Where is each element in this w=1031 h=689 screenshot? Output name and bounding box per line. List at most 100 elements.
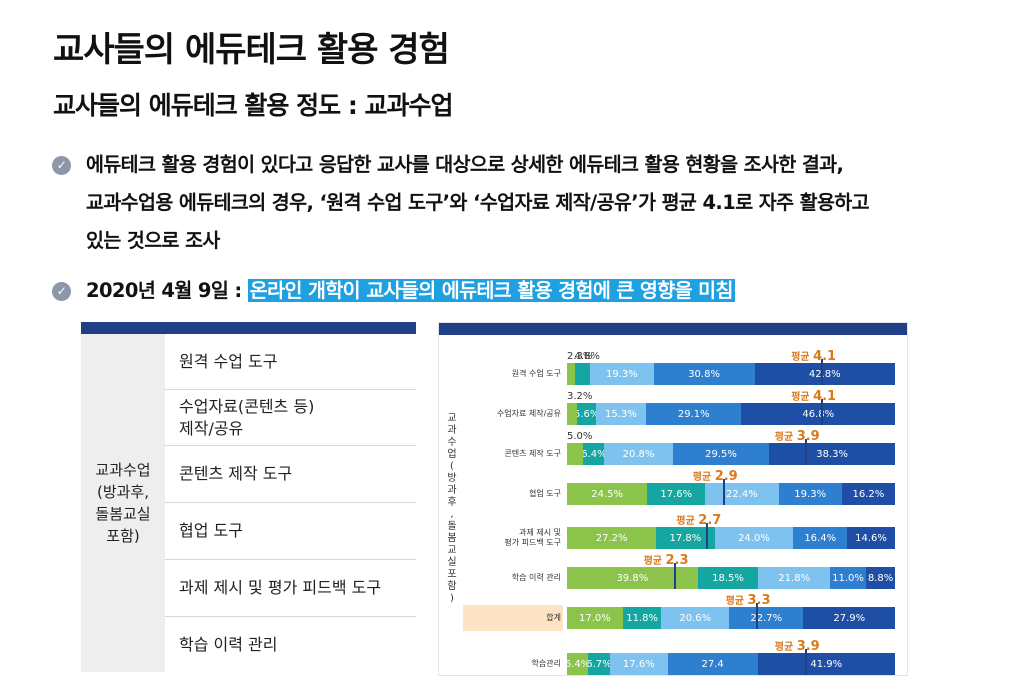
bar-segment: 27.2% [567, 527, 657, 549]
category-line: (방과후, [96, 483, 149, 501]
average-label: 평균 3.9 [774, 639, 820, 654]
side-label-char: 봄 [447, 533, 457, 544]
average-marker [755, 603, 758, 629]
stacked-bar: 17.0% 11.8% 20.6% 22.7% 27.9% [567, 607, 895, 629]
bullet-summary: ✓ 에듀테크 활용 경험이 있다고 응답한 교사를 대상으로 상세한 에듀테크 … [52, 146, 870, 260]
segment-label-outside: 2.3% [567, 351, 593, 362]
category-line: 돌봄교실 [95, 505, 151, 523]
edtech-category-table: 교과수업 (방과후, 돌봄교실 포함) 원격 수업 도구 수업자료(콘텐츠 등)… [81, 322, 416, 672]
bar-segment: 14.6% [847, 527, 895, 549]
bullet-line: 에듀테크 활용 경험이 있다고 응답한 교사를 대상으로 상세한 에듀테크 활용… [86, 153, 844, 176]
bar-segment [574, 363, 591, 385]
stacked-bar: 24.5% 17.6% 22.4% 19.3% 16.2% [567, 483, 895, 505]
check-circle-icon: ✓ [52, 156, 71, 175]
row-label: 원격 수업 도구 [179, 351, 278, 371]
date-prefix: 2020년 4월 9일 : [86, 279, 248, 302]
bar-segment [567, 443, 584, 465]
bar-segment [567, 403, 578, 425]
average-label: 평균 2.7 [676, 513, 722, 528]
bar-segment: 19.3% [590, 363, 654, 385]
bar-segment: 24.5% [567, 483, 648, 505]
bar-segment: 24.0% [714, 527, 794, 549]
side-label-char: 업 [447, 449, 457, 460]
row-label: 협업 도구 [179, 521, 243, 540]
bar-segment: 11.8% [622, 607, 662, 629]
stacked-bar: 19.3% 30.8% 42.8% [567, 363, 895, 385]
category-line: 포함) [106, 527, 140, 545]
chart-side-label: 교 과 수 업(방 과 후, 돌 봄 교 실 포 함) [445, 413, 459, 605]
bar-segment: 17.0% [567, 607, 623, 629]
side-label-char: 교 [447, 413, 457, 424]
average-marker [722, 479, 725, 505]
row-label: 학습 이력 관리 [179, 634, 278, 654]
bar-segment: 15.3% [595, 403, 647, 425]
average-marker [804, 439, 807, 465]
average-marker [804, 649, 807, 675]
bar-segment: 18.5% [697, 567, 759, 589]
category-label: 협업 도구 [529, 489, 561, 498]
side-label-char: , [450, 509, 454, 520]
side-label-char: 실 [447, 557, 457, 568]
page-title: 교사들의 에듀테크 활용 경험 [53, 30, 450, 70]
bar-segment: 42.8% [754, 363, 895, 385]
row-label: 콘텐츠 제작 도구 [179, 464, 293, 483]
bar-segment: 29.5% [672, 443, 770, 465]
category-label: 과제 제시 및 평가 피드백 도구 [504, 528, 561, 547]
bar-segment: 16.2% [841, 483, 895, 505]
segment-label-outside: 3.2% [567, 391, 593, 402]
bar-segment: 8.8% [866, 567, 895, 589]
row-label: 제작/공유 [179, 418, 244, 438]
category-label: 학습 이력 관리 [511, 573, 561, 582]
bar-segment: 17.8% [656, 527, 715, 549]
table-row: 콘텐츠 제작 도구 [165, 446, 416, 503]
average-label: 평균 4.1 [791, 349, 837, 364]
side-label-char: 교 [447, 545, 457, 556]
average-marker [821, 359, 824, 385]
side-label-char: 수 [447, 437, 457, 448]
row-label: 수업자료(콘텐츠 등) [179, 396, 315, 416]
bar-segment: 6.4% [583, 443, 605, 465]
bar-segment: 22.4% [705, 483, 779, 505]
bar-segment: 27.9% [803, 607, 895, 629]
stacked-bar: 39.8% 18.5% 21.8% 11.0% 8.8% [567, 567, 895, 589]
row-label: 과제 제시 및 평가 피드백 도구 [179, 578, 382, 597]
average-label: 평균 4.1 [791, 389, 837, 404]
edtech-usage-chart: 교 과 수 업(방 과 후, 돌 봄 교 실 포 함) 원격 수업 도구 19.3% 30.8% 42.8%… [438, 322, 908, 676]
category-label: 합계 [546, 613, 561, 622]
side-label-char: 후 [447, 497, 457, 508]
bullet-date: ✓ 2020년 4월 9일 : 온라인 개학이 교사들의 에듀테크 활용 경험에… [52, 272, 735, 310]
side-label-char: 포 [447, 569, 457, 580]
side-label-char: ) [450, 593, 454, 604]
bar-segment: 19.3% [778, 483, 842, 505]
table-row: 과제 제시 및 평가 피드백 도구 [165, 560, 416, 617]
stacked-bar: 5.6%15.3%29.1%46.8% [567, 403, 895, 425]
stacked-bar: 27.2% 17.8% 24.0% 16.4% 14.6% [567, 527, 895, 549]
bar-segment: 20.6% [661, 607, 730, 629]
side-label-char: ( [450, 461, 454, 472]
average-marker [821, 399, 824, 425]
bar-segment: 41.9% [757, 653, 895, 675]
table-row: 수업자료(콘텐츠 등) 제작/공유 [165, 390, 416, 446]
bar-segment: 17.6% [647, 483, 706, 505]
average-label: 평균 2.9 [692, 469, 738, 484]
bar-segment: 11.0% [829, 567, 867, 589]
average-marker [673, 563, 676, 589]
table-header-bar [81, 322, 416, 334]
side-label-char: 방 [447, 473, 457, 484]
bar-segment: 22.7% [729, 607, 804, 629]
bar-segment: 6.4% [567, 653, 588, 675]
category-label: 콘텐츠 제작 도구 [504, 449, 561, 458]
average-label: 평균 2.3 [643, 553, 689, 568]
chart-header-bar [439, 323, 907, 335]
average-marker [706, 523, 709, 549]
side-label-char: 과 [447, 485, 457, 496]
category-label: 수업자료 제작/공유 [496, 409, 561, 418]
category-label: 원격 수업 도구 [511, 369, 561, 378]
category-label: 학습관리 [531, 659, 561, 668]
segment-label-outside: 5.0% [567, 431, 593, 442]
side-label-char: 과 [447, 425, 457, 436]
category-line: 교과수업 [95, 461, 151, 479]
bar-segment: 38.3% [769, 443, 895, 465]
bullet-line: 있는 것으로 조사 [86, 229, 220, 252]
segment-label-outside: 4.8% [574, 351, 600, 362]
